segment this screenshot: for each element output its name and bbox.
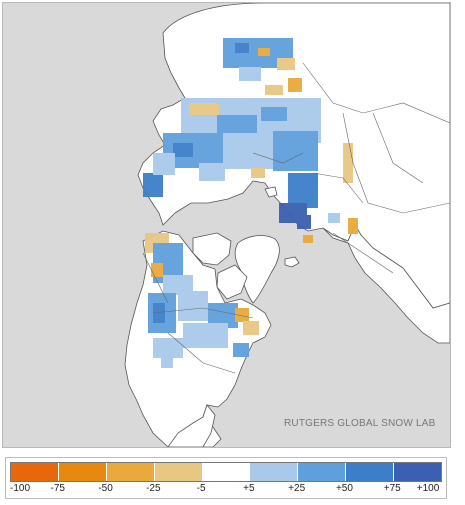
country-borders <box>142 62 450 374</box>
legend-swatch <box>58 463 107 481</box>
eurasia-snow-anomaly <box>143 38 358 243</box>
legend-tick-label: -100 <box>9 483 31 494</box>
legend-tick-label: +75 <box>383 483 401 494</box>
legend-swatch <box>106 463 155 481</box>
legend-swatch <box>154 463 203 481</box>
svalbard <box>264 186 278 198</box>
legend-tick-label: +100 <box>416 483 440 494</box>
legend-tick-label: +25 <box>288 483 306 494</box>
legend-swatch <box>250 463 299 481</box>
map-canvas <box>3 3 450 447</box>
legend-swatch <box>298 463 347 481</box>
legend: -100 -75 -50 -25 -5 +5 +25 +50 +75 +100 <box>5 457 447 499</box>
iceland <box>284 256 300 268</box>
legend-tick-label: -5 <box>196 483 206 494</box>
greenland <box>234 235 280 304</box>
legend-swatch <box>11 463 59 481</box>
central-america <box>167 404 216 447</box>
legend-color-bar <box>10 462 442 482</box>
legend-tick-label: -75 <box>50 483 65 494</box>
legend-swatch <box>394 463 442 481</box>
snow-anomaly-map: RUTGERS GLOBAL SNOW LAB <box>2 2 451 448</box>
legend-swatch <box>202 463 251 481</box>
legend-tick-label: +50 <box>335 483 353 494</box>
legend-tick-label: -50 <box>98 483 113 494</box>
legend-tick-label: -25 <box>146 483 161 494</box>
legend-tick-label: +5 <box>243 483 255 494</box>
credit-text: RUTGERS GLOBAL SNOW LAB <box>284 418 436 429</box>
north-america-snow-anomaly <box>145 233 259 368</box>
legend-swatch <box>346 463 395 481</box>
